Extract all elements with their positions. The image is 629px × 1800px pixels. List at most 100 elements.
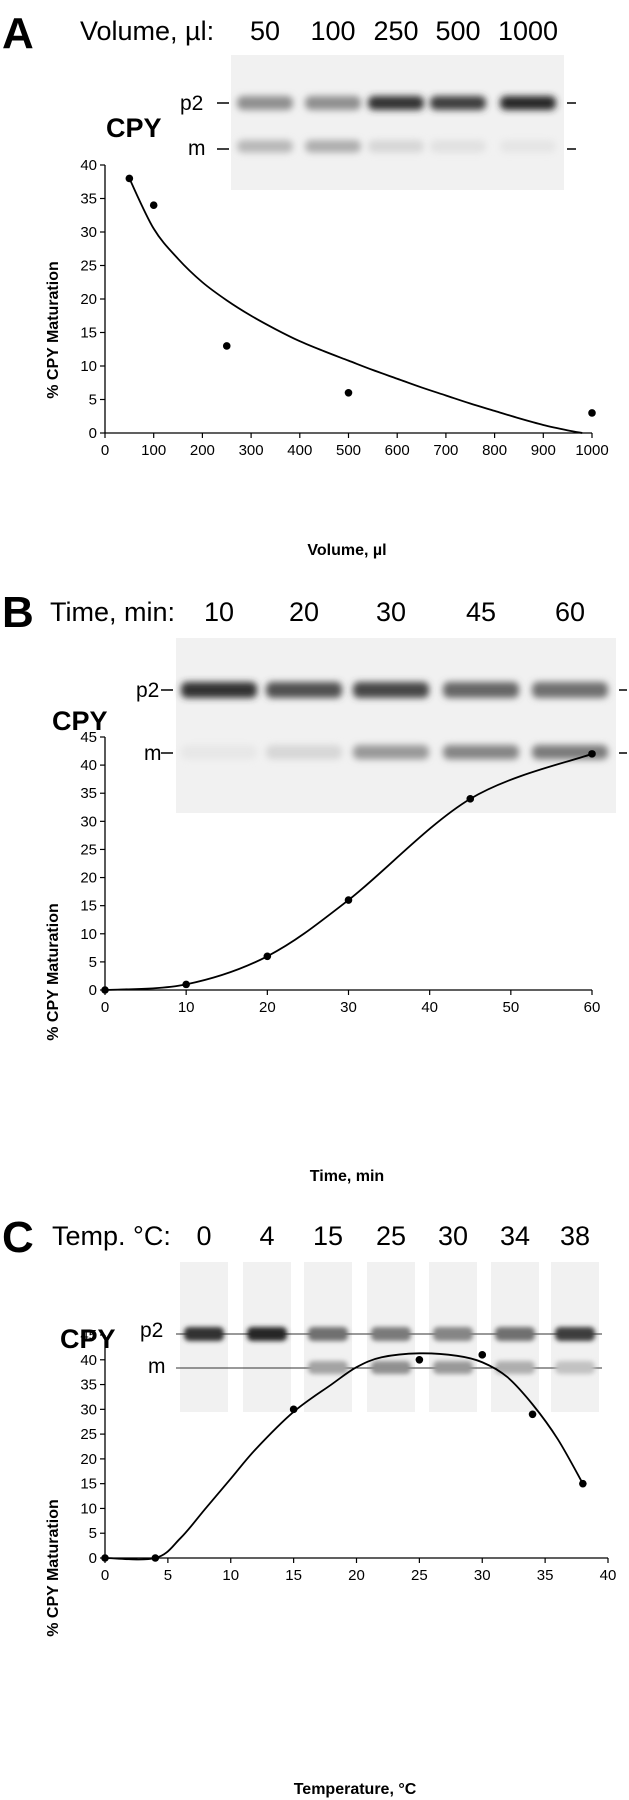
- chart-a: % CPY Maturation Volume, µl 0 5 10 15 20 25 30…: [45, 157, 609, 559]
- panel-c-band-m: [371, 1361, 411, 1374]
- chart-b-x-tick-label: 60: [584, 999, 601, 1016]
- panel-c: C Temp. °C: 0 4 15 25 30 34 38 CPY p2 m …: [2, 1213, 616, 1798]
- chart-c-y-tick-label: 0: [89, 1550, 97, 1567]
- chart-c-data-point: [415, 1355, 424, 1364]
- panel-c-lane-label: 15: [313, 1221, 343, 1251]
- chart-a-x-tick-label: 700: [433, 442, 458, 459]
- chart-a-y-tick-label: 5: [89, 392, 97, 409]
- chart-b-y-tick-label: 15: [80, 898, 97, 915]
- chart-c-y-tick-label: 45: [80, 1327, 97, 1344]
- chart-c-curve: [104, 1352, 584, 1561]
- chart-a-y-tick-label: 25: [80, 258, 97, 275]
- panel-c-band-p2: [247, 1327, 287, 1341]
- panel-b-band-m: [532, 745, 608, 760]
- chart-b-data-point: [263, 952, 272, 961]
- panel-a-band-m: [430, 140, 486, 153]
- chart-a-x-tick-label: 500: [336, 442, 361, 459]
- chart-c-data-point: [101, 1554, 109, 1562]
- panel-b-band-p2: [181, 682, 257, 698]
- panel-b-blot: [176, 638, 616, 813]
- chart-b-ylabel: % CPY Maturation: [45, 903, 62, 1041]
- chart-b-x-tick-label: 20: [259, 999, 276, 1016]
- chart-c: % CPY Maturation Temperature, °C 0 5 10 15 2…: [45, 1327, 616, 1798]
- chart-a-data-point: [588, 409, 596, 417]
- panel-b-band-m: [443, 745, 519, 760]
- panel-c-lane-label: 0: [196, 1221, 211, 1251]
- chart-c-y-tick-label: 5: [89, 1525, 97, 1542]
- chart-c-x-tick-label: 30: [474, 1567, 491, 1584]
- chart-b-y-tick-label: 25: [80, 841, 97, 858]
- panel-c-band-m: [308, 1361, 348, 1374]
- chart-b-x-tick-label: 40: [421, 999, 438, 1016]
- chart-b-x-tick-label: 30: [340, 999, 357, 1016]
- chart-b-y-tick-label: 45: [80, 729, 97, 746]
- chart-c-y-tick-label: 10: [80, 1500, 97, 1517]
- chart-a-y-tick-label: 20: [80, 291, 97, 308]
- chart-b-y-tick-label: 35: [80, 785, 97, 802]
- chart-c-data-point: [151, 1554, 160, 1562]
- panel-c-protein-label: CPY: [60, 1324, 116, 1354]
- panel-c-band-p2-label: p2: [140, 1319, 163, 1342]
- panel-a-band-m: [368, 140, 424, 153]
- chart-c-data-point: [579, 1479, 587, 1488]
- panel-c-band-p2: [184, 1327, 224, 1341]
- panel-a-band-p2: [305, 96, 361, 110]
- chart-a-y-tick-label: 35: [80, 191, 97, 208]
- chart-b-y-tick-label: 10: [80, 926, 97, 943]
- chart-a-ylabel: % CPY Maturation: [45, 261, 62, 399]
- chart-b-y-tick-label: 5: [89, 954, 97, 971]
- chart-c-y-tick-label: 25: [80, 1426, 97, 1443]
- panel-b-blot-bands: [181, 682, 608, 760]
- chart-a-xlabel: Volume, µl: [307, 542, 386, 559]
- chart-c-y-tick-label: 40: [80, 1352, 97, 1369]
- panel-c-band-m: [433, 1361, 473, 1374]
- panel-c-band-p2: [495, 1327, 535, 1341]
- panel-a-band-p2: [500, 96, 556, 110]
- panel-b: B Time, min: 10 20 30 45 60 CPY p2 m % C…: [2, 588, 627, 1185]
- panel-a-lane-label: 250: [373, 16, 418, 46]
- panel-c-band-p2: [371, 1327, 411, 1341]
- panel-b-lane-label: 60: [555, 597, 585, 627]
- panel-b-band-m-label: m: [144, 742, 162, 765]
- panel-c-band-p2: [308, 1327, 348, 1341]
- panel-c-band-m-label: m: [148, 1355, 166, 1378]
- panel-c-band-p2: [555, 1327, 595, 1341]
- chart-c-y-tick-label: 15: [80, 1476, 97, 1493]
- panel-a-band-m: [305, 140, 361, 153]
- chart-b-x-tick-label: 50: [502, 999, 519, 1016]
- panel-c-blot-lanes: [176, 1262, 602, 1412]
- chart-b-y-tick-label: 20: [80, 870, 97, 887]
- chart-b-xlabel: Time, min: [310, 1168, 384, 1185]
- chart-a-x-tick-label: 600: [385, 442, 410, 459]
- chart-a-y-tick-label: 0: [89, 425, 97, 442]
- chart-a-curve: [128, 178, 583, 434]
- panel-c-lane-label: 25: [376, 1221, 406, 1251]
- panel-a-header: Volume, µl:: [80, 16, 214, 46]
- panel-c-lane-label: 38: [560, 1221, 590, 1251]
- panel-b-band-p2-label: p2: [136, 679, 159, 702]
- panel-a-letter: A: [2, 9, 34, 58]
- panel-b-band-m: [266, 745, 342, 760]
- chart-a-y-tick-label: 15: [80, 325, 97, 342]
- chart-a-y-tick-label: 30: [80, 224, 97, 241]
- chart-a-data-point: [344, 389, 353, 397]
- panel-a-lane-label: 500: [435, 16, 480, 46]
- panel-b-header: Time, min:: [50, 597, 175, 627]
- chart-a-x-tick-label: 200: [190, 442, 215, 459]
- chart-b-y-tick-label: 40: [80, 757, 97, 774]
- chart-c-data-point: [478, 1351, 487, 1359]
- chart-a-y-tick-label: 10: [80, 358, 97, 375]
- panel-b-band-p2: [443, 682, 519, 698]
- chart-b-data-point: [588, 750, 596, 758]
- panel-a-band-p2-label: p2: [180, 92, 203, 115]
- panel-b-protein-label: CPY: [52, 706, 108, 736]
- panel-b-lane-label: 20: [289, 597, 319, 627]
- panel-c-letter: C: [2, 1213, 34, 1262]
- panel-a-lane-label: 1000: [498, 16, 558, 46]
- chart-a-x-tick-label: 900: [531, 442, 556, 459]
- panel-a-band-m-label: m: [188, 137, 206, 160]
- panel-b-band-p2: [353, 682, 429, 698]
- chart-a-data-point: [125, 174, 134, 183]
- panel-b-band-m: [353, 745, 429, 760]
- panel-b-lane-label: 45: [466, 597, 496, 627]
